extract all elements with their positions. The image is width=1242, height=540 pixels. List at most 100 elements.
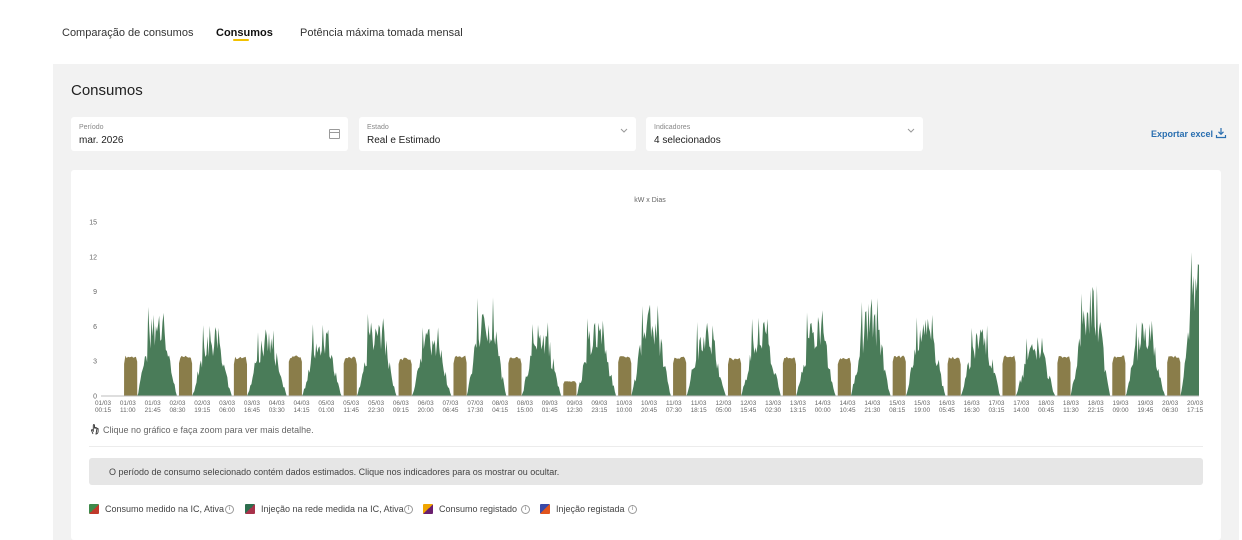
export-excel-button[interactable]: Exportar excel <box>1151 129 1214 139</box>
estimated-consumption-area <box>837 357 851 396</box>
x-tick-label: 15:45 <box>740 407 756 414</box>
chart-title: kW x Dias <box>634 197 666 204</box>
x-tick-label: 16:30 <box>964 407 980 414</box>
x-tick-label: 03/03 <box>219 400 235 407</box>
x-tick-label: 14/03 <box>840 400 856 407</box>
x-tick-label: 14:15 <box>294 407 310 414</box>
x-tick-label: 13:15 <box>790 407 806 414</box>
estimated-consumption-area <box>1002 355 1016 396</box>
x-tick-label: 21:30 <box>864 407 880 414</box>
legend-label: Injeção registada <box>556 504 625 514</box>
x-tick-label: 18/03 <box>1088 400 1104 407</box>
indicators-value: 4 selecionados <box>654 135 721 146</box>
y-tick-label: 6 <box>93 324 97 331</box>
state-value: Real e Estimado <box>367 135 441 146</box>
x-tick-label: 20/03 <box>1187 400 1203 407</box>
zoom-hint: Clique no gráfico e faça zoom para ver m… <box>103 425 314 435</box>
legend-consumo-registado[interactable]: Consumo registado i <box>423 503 535 515</box>
x-tick-label: 14/03 <box>864 400 880 407</box>
x-tick-label: 11:45 <box>343 407 359 414</box>
chevron-down-icon[interactable] <box>907 128 915 134</box>
state-select[interactable]: Estado Real e Estimado <box>359 117 636 151</box>
x-tick-label: 16/03 <box>964 400 980 407</box>
info-icon[interactable]: i <box>404 505 413 514</box>
calendar-icon[interactable] <box>329 129 340 139</box>
measured-consumption-area <box>137 306 179 396</box>
x-tick-label: 08:30 <box>169 407 185 414</box>
x-tick-label: 06/03 <box>393 400 409 407</box>
x-tick-label: 11:30 <box>1063 407 1079 414</box>
x-tick-label: 17:30 <box>467 407 483 414</box>
x-tick-label: 06:30 <box>1162 407 1178 414</box>
x-tick-label: 06:00 <box>219 407 235 414</box>
measured-consumption-area <box>631 304 674 396</box>
x-tick-label: 11/03 <box>666 400 682 407</box>
chevron-down-icon[interactable] <box>620 128 628 134</box>
legend-injecao-medida[interactable]: Injeção na rede medida na IC, Ativa i <box>245 503 420 515</box>
x-tick-label: 05:00 <box>715 407 731 414</box>
y-tick-label: 15 <box>89 220 97 227</box>
consumption-chart[interactable]: kW x Dias0369121501/0300:1501/0311:0001/… <box>71 170 1221 420</box>
x-tick-label: 10:45 <box>840 407 856 414</box>
measured-consumption-area <box>796 310 838 396</box>
y-tick-label: 12 <box>89 254 97 261</box>
chart-card: kW x Dias 0 3 6 9 12 15 01/03 00:15 01/03 11:00 01/… <box>71 170 1221 540</box>
x-tick-label: 01:45 <box>542 407 558 414</box>
download-icon[interactable] <box>1215 127 1227 139</box>
estimated-consumption-area <box>398 357 412 396</box>
x-tick-label: 18/03 <box>1063 400 1079 407</box>
x-tick-label: 17/03 <box>1013 400 1029 407</box>
panel-title: Consumos <box>71 82 143 99</box>
x-tick-label: 10/03 <box>641 400 657 407</box>
x-tick-label: 03:15 <box>988 407 1004 414</box>
x-tick-label: 01/03 <box>95 400 111 407</box>
estimated-consumption-area <box>508 356 522 396</box>
x-tick-label: 15:00 <box>517 407 533 414</box>
estimated-consumption-area <box>124 355 138 396</box>
info-icon[interactable]: i <box>521 505 530 514</box>
x-tick-label: 09/03 <box>567 400 583 407</box>
estimated-consumption-area <box>178 355 193 396</box>
x-tick-label: 22:15 <box>1088 407 1104 414</box>
period-picker[interactable]: Período mar. 2026 <box>71 117 348 151</box>
x-tick-label: 11/03 <box>691 400 707 407</box>
info-icon[interactable]: i <box>225 505 234 514</box>
x-tick-label: 08/03 <box>492 400 508 407</box>
estimated-consumption-area <box>673 356 687 396</box>
estimated-consumption-area <box>288 355 302 396</box>
indicators-select[interactable]: Indicadores 4 selecionados <box>646 117 923 151</box>
x-tick-label: 17:15 <box>1187 407 1203 414</box>
x-tick-label: 01/03 <box>145 400 161 407</box>
tab-comparacao-consumos[interactable]: Comparação de consumos <box>62 27 194 39</box>
x-tick-label: 14/03 <box>815 400 831 407</box>
estimated-consumption-area <box>947 356 961 396</box>
tab-consumos[interactable]: Consumos <box>216 27 273 39</box>
measured-consumption-area <box>411 327 454 396</box>
measured-consumption-area <box>1015 337 1058 396</box>
legend-injecao-registada[interactable]: Injeção registada i <box>540 503 640 515</box>
x-tick-label: 10:00 <box>616 407 632 414</box>
consumos-panel: Consumos Período mar. 2026 Estado Real e… <box>53 64 1239 540</box>
legend-swatch <box>89 504 99 514</box>
x-tick-label: 14:00 <box>1013 407 1029 414</box>
x-tick-label: 10/03 <box>616 400 632 407</box>
legend-consumo-medido[interactable]: Consumo medido na IC, Ativa i <box>89 503 239 515</box>
x-tick-label: 06/03 <box>418 400 434 407</box>
x-tick-label: 05/03 <box>318 400 334 407</box>
x-tick-label: 21:45 <box>145 407 161 414</box>
measured-consumption-area <box>1125 320 1168 396</box>
hand-pointer-icon <box>90 424 99 435</box>
y-tick-label: 9 <box>93 289 97 296</box>
x-tick-label: 20:45 <box>641 407 657 414</box>
estimated-consumption-area <box>618 356 632 396</box>
measured-consumption-area <box>521 322 564 396</box>
x-tick-label: 20/03 <box>1162 400 1178 407</box>
period-label: Período <box>79 124 104 131</box>
x-tick-label: 02/03 <box>194 400 210 407</box>
x-tick-label: 02/03 <box>169 400 185 407</box>
x-tick-label: 19:45 <box>1137 407 1153 414</box>
info-icon[interactable]: i <box>628 505 637 514</box>
x-tick-label: 09/03 <box>542 400 558 407</box>
tab-potencia-maxima[interactable]: Potência máxima tomada mensal <box>300 27 463 39</box>
x-tick-label: 05/03 <box>368 400 384 407</box>
